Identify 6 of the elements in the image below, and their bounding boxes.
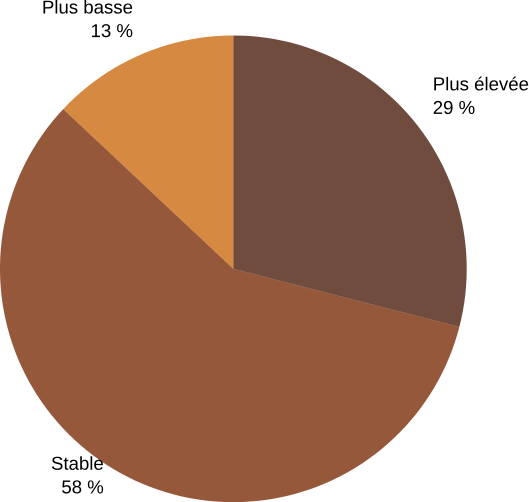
slice-label: Plus basse xyxy=(43,0,132,14)
data-label: 13 % xyxy=(92,24,132,38)
slice-label: Plus élevée xyxy=(434,76,528,90)
data-label: 29 % xyxy=(434,100,474,114)
slice-label: Stable xyxy=(52,456,103,470)
data-label: 58 % xyxy=(62,480,104,494)
